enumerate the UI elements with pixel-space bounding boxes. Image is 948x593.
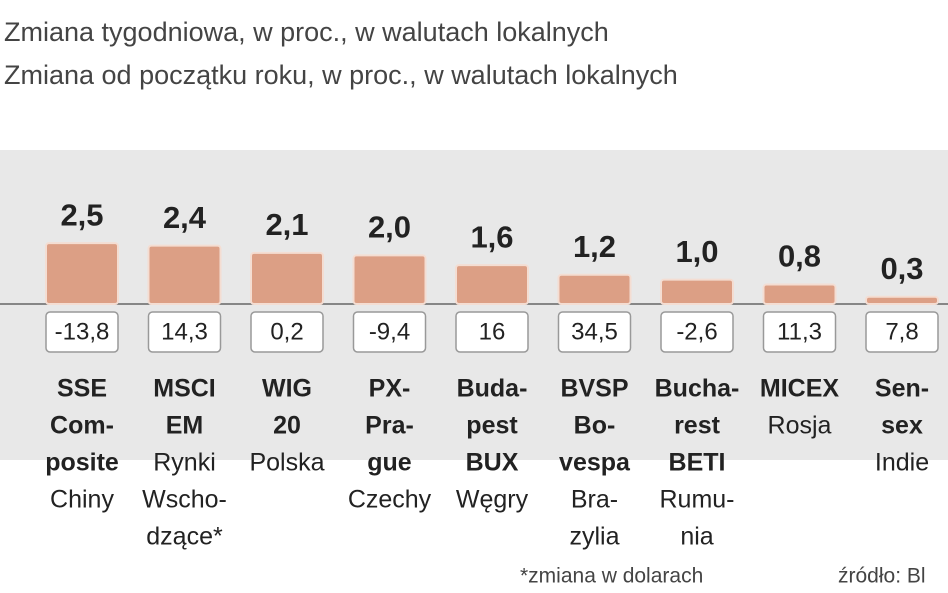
ytd-box	[660, 311, 734, 353]
index-name: 20	[273, 412, 301, 440]
ytd-label: -9,4	[369, 318, 410, 345]
legend-entry: Zmiana tygodniowa, w proc., w walutach l…	[4, 17, 609, 47]
value-label: 2,5	[60, 197, 103, 232]
index-name: Com-	[50, 412, 114, 440]
country-name: Polska	[249, 449, 324, 477]
value-label: 0,8	[778, 239, 821, 274]
index-name: rest	[674, 412, 721, 440]
index-name: PX-	[369, 375, 411, 403]
ytd-box	[250, 311, 324, 353]
ytd-box	[762, 311, 837, 353]
ytd-box	[352, 311, 427, 353]
bar	[352, 254, 427, 305]
bar	[660, 278, 734, 305]
bar	[557, 273, 632, 305]
index-name: BETI	[669, 449, 726, 477]
bar	[455, 264, 529, 306]
index-name: EM	[166, 412, 204, 440]
ytd-box	[147, 311, 222, 353]
ytd-box	[865, 311, 939, 353]
index-name: Buda-	[457, 375, 528, 403]
bar	[762, 283, 837, 305]
country-name: zylia	[569, 523, 619, 551]
index-name: vespa	[559, 449, 631, 477]
ytd-box	[455, 311, 529, 353]
index-name: MICEX	[760, 375, 840, 403]
index-name: Pra-	[365, 412, 414, 440]
index-name: Bucha-	[655, 375, 740, 403]
index-name: BVSP	[560, 375, 628, 403]
index-name: pest	[466, 412, 518, 440]
bar	[250, 251, 324, 305]
ytd-label: 7,8	[885, 318, 918, 345]
index-name: MSCI	[153, 375, 216, 403]
country-name: Bra-	[571, 486, 618, 514]
ytd-box	[557, 311, 632, 353]
country-name: Chiny	[50, 486, 114, 514]
ytd-box	[45, 311, 119, 353]
country-name: Rynki	[153, 449, 216, 477]
ytd-label: -13,8	[55, 318, 110, 345]
index-name: Bo-	[574, 412, 616, 440]
bar	[147, 244, 222, 306]
index-name: posite	[45, 449, 119, 477]
value-label: 2,4	[163, 200, 207, 235]
value-label: 2,0	[368, 210, 411, 245]
index-name: Sen-	[875, 375, 929, 403]
value-label: 0,3	[880, 251, 923, 286]
ytd-label: -2,6	[676, 318, 717, 345]
value-label: 1,2	[573, 229, 616, 264]
index-name: BUX	[466, 449, 519, 477]
bar	[865, 295, 939, 306]
ytd-label: 11,3	[777, 318, 822, 345]
value-label: 1,0	[675, 234, 718, 269]
index-name: sex	[881, 412, 923, 440]
bar	[45, 242, 119, 306]
country-name: Indie	[875, 449, 929, 477]
country-name: Wscho-	[142, 486, 227, 514]
ytd-label: 34,5	[571, 318, 618, 345]
index-name: WIG	[262, 375, 312, 403]
index-name: gue	[367, 449, 412, 477]
index-name: SSE	[57, 375, 107, 403]
ytd-label: 16	[479, 318, 506, 345]
country-name: dzące*	[146, 523, 223, 551]
legend-entry: Zmiana od początku roku, w proc., w walu…	[4, 60, 678, 90]
country-name: nia	[680, 523, 713, 551]
value-label: 1,6	[470, 219, 513, 254]
value-label: 2,1	[265, 207, 308, 242]
ytd-label: 14,3	[161, 318, 208, 345]
country-name: Czechy	[348, 486, 432, 514]
country-name: Węgry	[456, 486, 529, 514]
country-name: Rumu-	[659, 486, 734, 514]
country-name: Rosja	[768, 412, 832, 440]
ytd-label: 0,2	[270, 318, 303, 345]
footnote: *zmiana w dolarach	[520, 565, 703, 588]
source: źródło: Bl	[838, 565, 926, 588]
